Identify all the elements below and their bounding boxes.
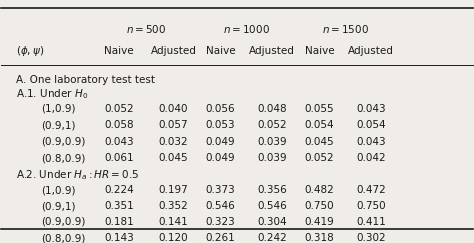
Text: 0.039: 0.039 [257, 137, 287, 147]
Text: 0.043: 0.043 [356, 137, 386, 147]
Text: 0.061: 0.061 [104, 153, 134, 163]
Text: Naive: Naive [305, 46, 334, 56]
Text: 0.042: 0.042 [356, 153, 386, 163]
Text: 0.049: 0.049 [206, 153, 235, 163]
Text: 0.039: 0.039 [257, 153, 287, 163]
Text: $n = 1500$: $n = 1500$ [322, 23, 369, 35]
Text: $(\phi, \psi)$: $(\phi, \psi)$ [16, 44, 44, 58]
Text: 0.052: 0.052 [305, 153, 334, 163]
Text: 0.049: 0.049 [206, 137, 235, 147]
Text: 0.057: 0.057 [159, 120, 188, 130]
Text: $n = 500$: $n = 500$ [127, 23, 167, 35]
Text: 0.419: 0.419 [305, 217, 334, 227]
Text: 0.043: 0.043 [356, 104, 386, 114]
Text: 0.261: 0.261 [206, 233, 236, 243]
Text: (1,0.9): (1,0.9) [41, 185, 76, 195]
Text: 0.546: 0.546 [206, 201, 236, 211]
Text: 0.352: 0.352 [158, 201, 188, 211]
Text: (1,0.9): (1,0.9) [41, 104, 76, 114]
Text: 0.052: 0.052 [104, 104, 134, 114]
Text: 0.040: 0.040 [159, 104, 188, 114]
Text: 0.055: 0.055 [305, 104, 334, 114]
Text: 0.058: 0.058 [104, 120, 134, 130]
Text: Adjusted: Adjusted [249, 46, 295, 56]
Text: 0.472: 0.472 [356, 185, 386, 195]
Text: 0.302: 0.302 [356, 233, 386, 243]
Text: A. One laboratory test test: A. One laboratory test test [16, 75, 155, 85]
Text: Adjusted: Adjusted [348, 46, 394, 56]
Text: A.2. Under $H_a : HR = 0.5$: A.2. Under $H_a : HR = 0.5$ [16, 168, 139, 182]
Text: 0.351: 0.351 [104, 201, 134, 211]
Text: 0.052: 0.052 [257, 120, 287, 130]
Text: 0.032: 0.032 [159, 137, 188, 147]
Text: 0.045: 0.045 [159, 153, 188, 163]
Text: 0.318: 0.318 [305, 233, 334, 243]
Text: 0.054: 0.054 [356, 120, 386, 130]
Text: (0.9,0.9): (0.9,0.9) [41, 217, 86, 227]
Text: 0.304: 0.304 [257, 217, 287, 227]
Text: (0.9,1): (0.9,1) [41, 120, 76, 130]
Text: 0.411: 0.411 [356, 217, 386, 227]
Text: 0.546: 0.546 [257, 201, 287, 211]
Text: 0.482: 0.482 [305, 185, 334, 195]
Text: 0.181: 0.181 [104, 217, 134, 227]
Text: (0.8,0.9): (0.8,0.9) [41, 233, 86, 243]
Text: 0.141: 0.141 [158, 217, 188, 227]
Text: (0.9,0.9): (0.9,0.9) [41, 137, 86, 147]
Text: 0.048: 0.048 [257, 104, 287, 114]
Text: 0.224: 0.224 [104, 185, 134, 195]
Text: (0.8,0.9): (0.8,0.9) [41, 153, 86, 163]
Text: 0.143: 0.143 [104, 233, 134, 243]
Text: 0.056: 0.056 [206, 104, 235, 114]
Text: 0.043: 0.043 [104, 137, 134, 147]
Text: Naive: Naive [104, 46, 134, 56]
Text: $n = 1000$: $n = 1000$ [223, 23, 270, 35]
Text: 0.373: 0.373 [206, 185, 236, 195]
Text: Naive: Naive [206, 46, 235, 56]
Text: A.1. Under $H_0$: A.1. Under $H_0$ [16, 87, 88, 101]
Text: 0.054: 0.054 [305, 120, 334, 130]
Text: 0.750: 0.750 [356, 201, 386, 211]
Text: 0.053: 0.053 [206, 120, 235, 130]
Text: 0.197: 0.197 [158, 185, 188, 195]
Text: 0.356: 0.356 [257, 185, 287, 195]
Text: Adjusted: Adjusted [150, 46, 196, 56]
Text: (0.9,1): (0.9,1) [41, 201, 76, 211]
Text: 0.750: 0.750 [305, 201, 334, 211]
Text: 0.120: 0.120 [159, 233, 188, 243]
Text: 0.323: 0.323 [206, 217, 236, 227]
Text: 0.242: 0.242 [257, 233, 287, 243]
Text: 0.045: 0.045 [305, 137, 334, 147]
